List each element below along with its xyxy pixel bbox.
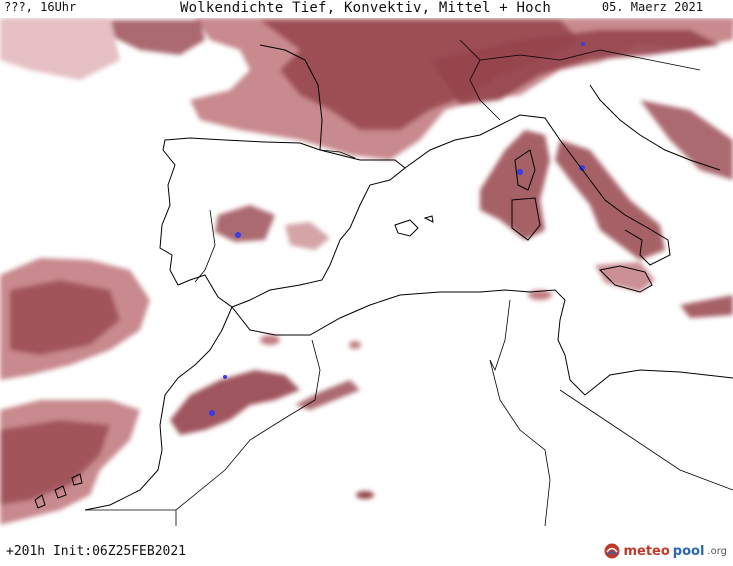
cloud-atlantic-south-dark (0, 420, 110, 505)
cloud-adriatic (640, 100, 733, 180)
logo-text-org: .org (707, 545, 727, 557)
island (71, 473, 83, 486)
canary-islands (34, 473, 83, 509)
convective-cell (235, 232, 241, 238)
cloud-italy-north (430, 30, 720, 105)
coast-italy (499, 84, 721, 266)
location-label: ???, 16Uhr (4, 0, 77, 14)
cloud-atlantic-north (0, 18, 120, 80)
convective-cell (517, 169, 523, 175)
run-info: +201h Init:06Z25FEB2021 (6, 544, 187, 559)
map-footer: +201h Init:06Z25FEB2021 meteo pool .org (0, 540, 733, 566)
coast-corsica (511, 149, 541, 241)
border (489, 299, 511, 372)
cloud-italy-spine (555, 140, 665, 260)
border (319, 149, 356, 159)
meteopool-logo-icon (604, 543, 620, 559)
cloud-spain-center (215, 205, 275, 242)
convective-cell (223, 375, 227, 379)
logo-text-meteo: meteo (623, 543, 670, 559)
island (54, 485, 67, 499)
cloud-corsica (480, 130, 550, 240)
cloud-spot (349, 341, 361, 349)
coastlines (84, 44, 733, 511)
island (34, 494, 46, 509)
cloud-sicily (595, 262, 655, 292)
cloud-ionian (680, 295, 733, 318)
map-title: Wolkendichte Tief, Konvektiv, Mittel + H… (180, 0, 552, 16)
cloud-layer (0, 18, 733, 525)
border (194, 209, 216, 283)
borders (85, 39, 733, 527)
border (559, 389, 733, 491)
map-header: ???, 16Uhr Wolkendichte Tief, Konvektiv,… (0, 0, 733, 18)
cloud-atlas (170, 370, 300, 435)
cloud-northwest (110, 20, 205, 55)
cloud-atlas-east (295, 380, 360, 410)
coast-sicily (598, 265, 653, 293)
cloud-spot (356, 491, 374, 499)
cloud-spain-east (285, 222, 330, 250)
cloud-spot (260, 335, 280, 345)
border (489, 359, 551, 527)
cloud-spot (528, 290, 552, 300)
border (459, 39, 501, 121)
border (479, 49, 701, 71)
border (175, 339, 321, 526)
logo-text-pool: pool (672, 543, 705, 559)
coast-mallorca (394, 215, 434, 237)
coast-north-africa (84, 289, 733, 511)
coast-france (259, 44, 501, 169)
cloud-atlantic-west-dark (10, 280, 120, 355)
coast-iberia (159, 137, 406, 308)
meteopool-logo: meteo pool .org (604, 543, 727, 559)
convective-cell (581, 42, 585, 46)
forecast-date: 05. Maerz 2021 (601, 0, 703, 14)
convective-cell (209, 410, 215, 416)
